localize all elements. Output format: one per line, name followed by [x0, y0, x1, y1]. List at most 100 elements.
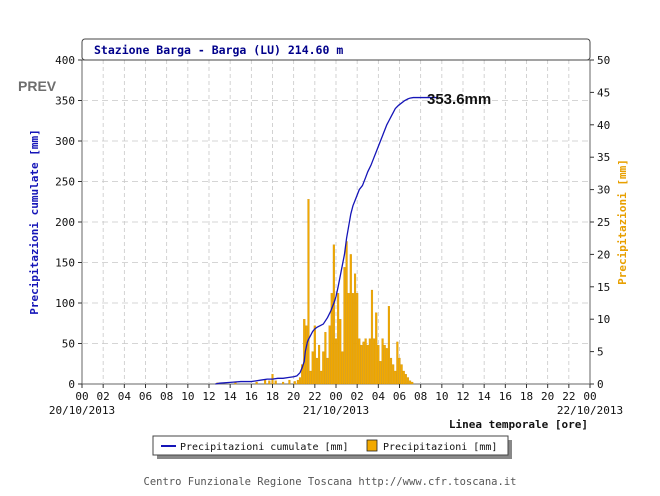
footer-credit: Centro Funzionale Regione Toscana http:/…: [144, 476, 517, 488]
hourly-bar: [313, 325, 316, 385]
title-box: [81, 38, 591, 61]
hourly-bar: [234, 382, 237, 385]
hourly-bar: [394, 370, 397, 385]
hourly-bar: [339, 319, 342, 385]
x-date-label: 21/10/2013: [303, 404, 369, 417]
hourly-bar: [324, 332, 327, 385]
x-tick-label: 16: [245, 390, 258, 403]
hourly-bar: [404, 374, 407, 385]
hourly-bar: [345, 241, 348, 385]
y-left-tick-label: 250: [55, 176, 75, 189]
hourly-bar: [387, 306, 390, 385]
hourly-bar: [353, 273, 357, 385]
y-right-tick-label: 45: [597, 86, 610, 99]
hourly-bar: [377, 344, 380, 385]
hourly-bar: [366, 344, 369, 385]
y-right-tick-label: 15: [597, 281, 610, 294]
hourly-bar: [364, 338, 367, 385]
y-right-tick-label: 40: [597, 119, 610, 132]
hourly-bar: [389, 357, 393, 385]
y-left-tick-label: 150: [55, 257, 75, 270]
hourly-bar: [383, 344, 386, 385]
y-right-tick-label: 50: [597, 54, 610, 67]
hourly-bar: [282, 381, 285, 385]
hourly-bar: [330, 293, 333, 385]
x-tick-label: 06: [139, 390, 152, 403]
hourly-bar: [375, 312, 378, 385]
y-left-tick-label: 0: [68, 378, 75, 391]
hourly-bar: [296, 379, 299, 385]
hourly-bar: [301, 364, 304, 385]
x-tick-label: 08: [160, 390, 173, 403]
x-tick-label: 02: [351, 390, 364, 403]
hourly-bar: [411, 381, 414, 385]
x-tick-label: 22: [308, 390, 321, 403]
x-axis-label: Linea temporale [ore]: [449, 418, 588, 431]
hourly-bar: [311, 351, 314, 385]
hourly-bar: [309, 370, 312, 385]
hourly-bar: [268, 380, 271, 385]
y-left-tick-labels: 0 50 100 150 200 250 300 350 400: [55, 54, 82, 391]
hourly-bar: [396, 341, 399, 385]
x-tick-label: 04: [372, 390, 386, 403]
y-left-axis-label: Precipitazioni cumulate [mm]: [28, 129, 41, 314]
legend-cumulative-label: Precipitazioni cumulate [mm]: [180, 442, 349, 453]
hourly-bar: [356, 293, 359, 385]
x-tick-label: 20: [287, 390, 300, 403]
x-tick-labels: 00 02 04 06 08 10 12 14 16 18 20 22 00 02 04 06 08 10 12 14…: [75, 384, 597, 403]
hourly-bar: [322, 351, 325, 385]
x-tick-label: 02: [97, 390, 110, 403]
x-date-labels: 20/10/2013 21/10/2013 22/10/2013: [49, 404, 623, 417]
hourly-bar: [337, 293, 340, 385]
x-tick-label: 16: [499, 390, 512, 403]
hourly-bar: [379, 361, 382, 385]
x-tick-label: 12: [456, 390, 469, 403]
hourly-bar: [298, 377, 302, 385]
x-date-label: 22/10/2013: [557, 404, 623, 417]
hourly-bar: [406, 377, 410, 385]
hourly-bar: [360, 344, 363, 385]
x-tick-label: 10: [181, 390, 194, 403]
y-right-tick-label: 35: [597, 151, 610, 164]
hourly-bar: [341, 351, 344, 385]
y-right-tick-label: 30: [597, 184, 610, 197]
y-right-tick-labels: 0 5 10 15 20 25 30 35 40 45 50: [590, 54, 610, 391]
hourly-bar: [398, 357, 401, 385]
legend: Precipitazioni cumulate [mm] Precipitazi…: [152, 435, 512, 459]
hourly-bar: [264, 379, 267, 385]
x-tick-label: 14: [478, 390, 492, 403]
hourly-bar: [347, 293, 350, 385]
hourly-bar: [368, 338, 371, 385]
x-tick-label: 18: [520, 390, 533, 403]
hourly-bar: [402, 370, 405, 385]
x-tick-label: 00: [75, 390, 88, 403]
hourly-bar: [255, 381, 258, 385]
x-tick-label: 00: [329, 390, 342, 403]
hourly-bars: [216, 199, 414, 385]
hourly-bar: [307, 199, 310, 385]
hourly-bar: [349, 254, 352, 385]
x-tick-label: 08: [414, 390, 427, 403]
hourly-bar: [315, 357, 318, 385]
y-left-tick-label: 200: [55, 216, 75, 229]
x-date-label: 20/10/2013: [49, 404, 115, 417]
hourly-bar: [318, 344, 321, 385]
hourly-bar: [334, 338, 338, 385]
y-left-tick-label: 50: [62, 338, 75, 351]
hourly-bar: [326, 357, 329, 385]
x-tick-label: 22: [562, 390, 575, 403]
hourly-bar: [343, 267, 346, 385]
hourly-bar: [305, 325, 308, 385]
hourly-bar: [293, 381, 296, 385]
y-right-tick-label: 5: [597, 346, 604, 359]
prev-label: PREV: [18, 78, 57, 94]
x-tick-label: 04: [118, 390, 132, 403]
hourly-bar: [274, 380, 277, 385]
hourly-bar: [288, 379, 291, 385]
x-tick-label: 10: [435, 390, 448, 403]
hourly-bar: [392, 364, 395, 385]
y-right-tick-label: 10: [597, 313, 610, 326]
grid: [82, 60, 590, 384]
x-tick-label: 18: [266, 390, 279, 403]
